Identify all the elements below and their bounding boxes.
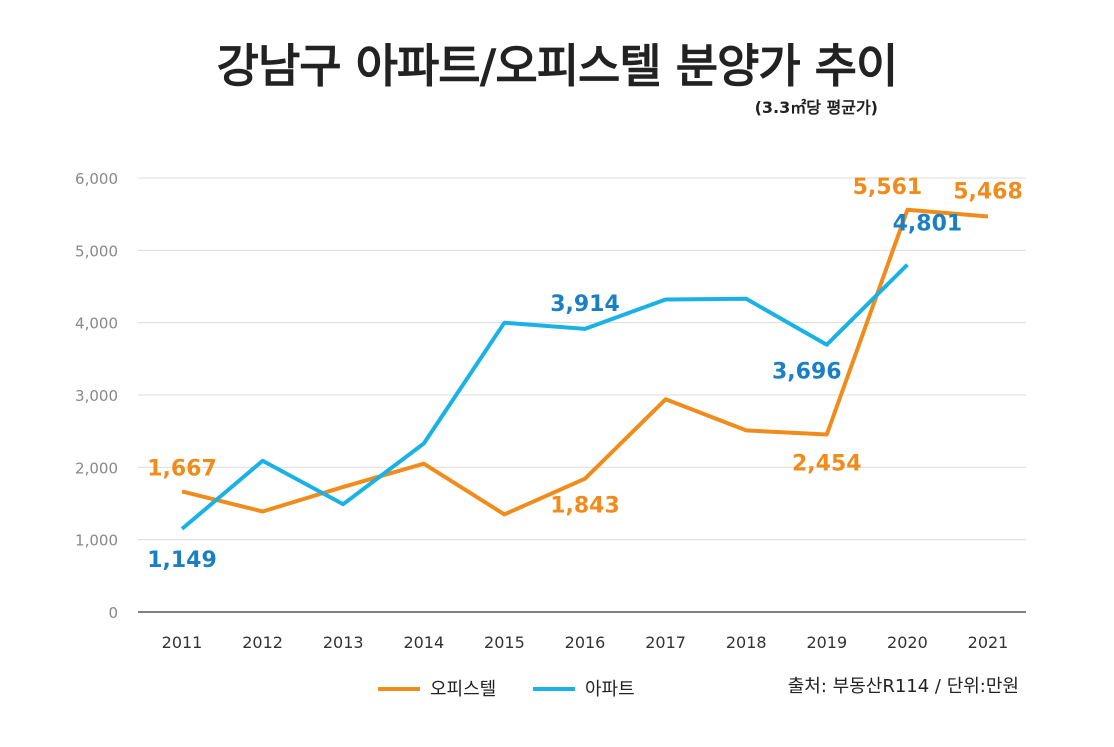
data-label: 4,801 [893,212,963,237]
data-label: 5,468 [953,179,1023,204]
data-labels: 1,667 1,843 2,454 5,561 5,468 1,149 3,914 3,696… [147,175,1023,573]
chart-title: 강남구 아파트/오피스텔 분양가 추이 [216,39,899,93]
x-axis-tick-labels: 2011 2012 2013 2014 2015 2016 2017 2018 2019 2020… [162,633,1009,652]
x-tick-label: 2020 [887,633,928,652]
data-label: 2,454 [792,451,862,476]
y-axis-tick-labels: 0 1,000 2,000 3,000 4,000 5,000 6,000 [75,170,118,622]
data-label: 3,696 [772,360,842,385]
source-note: 출처: 부동산R114 / 단위:만원 [787,676,1019,697]
x-tick-label: 2015 [484,633,525,652]
x-tick-label: 2017 [645,633,686,652]
chart-subtitle: (3.3㎡당 평균가) [754,98,878,117]
data-label: 1,667 [147,456,217,481]
data-label: 3,914 [550,292,620,317]
x-tick-label: 2019 [806,633,847,652]
series-line-apartment [180,263,909,531]
x-tick-label: 2018 [726,633,767,652]
x-tick-label: 2021 [968,633,1009,652]
y-tick-label: 2,000 [75,459,118,477]
y-tick-label: 5,000 [75,242,118,260]
y-tick-label: 4,000 [75,315,118,333]
x-tick-label: 2011 [162,633,203,652]
y-tick-label: 1,000 [75,532,118,550]
data-label: 1,149 [147,548,217,573]
y-tick-label: 6,000 [75,170,118,188]
grid-lines [138,177,1026,541]
data-label: 1,843 [550,494,620,519]
x-tick-label: 2012 [242,633,283,652]
legend-label: 아파트 [585,679,635,700]
legend: 오피스텔 아파트 [378,679,635,700]
x-tick-label: 2013 [323,633,364,652]
data-label: 5,561 [853,175,923,200]
y-tick-label: 0 [108,604,118,622]
x-tick-label: 2014 [403,633,444,652]
legend-label: 오피스텔 [430,679,496,700]
series-line-officetel [181,207,989,517]
series-lines [180,207,989,531]
x-tick-label: 2016 [565,633,606,652]
y-tick-label: 3,000 [75,387,118,405]
